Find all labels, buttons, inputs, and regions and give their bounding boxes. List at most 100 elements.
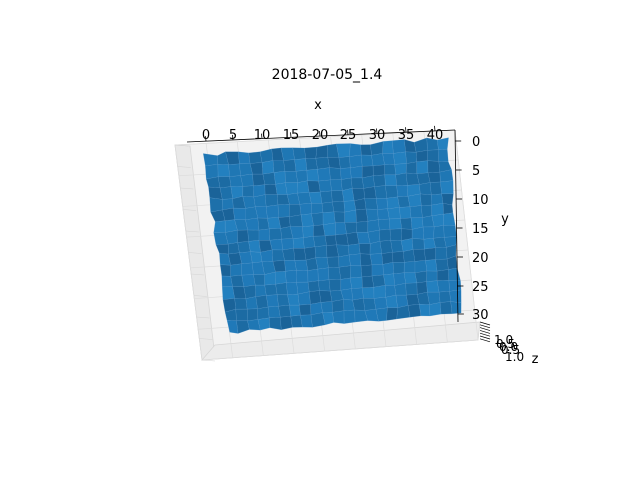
x-tick-mark	[434, 125, 436, 131]
surface-facet	[319, 290, 333, 303]
surface-facet	[260, 249, 274, 262]
surface-facet	[343, 309, 356, 324]
pane-grid-line	[193, 295, 207, 297]
x-tick-label: 10	[254, 128, 271, 143]
pane-grid-line	[199, 338, 213, 340]
surface-facet	[439, 301, 453, 315]
surface-facet	[233, 207, 246, 220]
surface-facet	[384, 174, 397, 186]
x-tick-mark	[261, 133, 263, 139]
surface-facet	[379, 229, 391, 242]
surface-facet	[360, 264, 373, 278]
surface-facet	[422, 226, 435, 240]
surface-facet	[386, 307, 398, 321]
surface-facet	[253, 194, 267, 207]
surface-facet	[331, 190, 345, 203]
surface-facet	[328, 267, 342, 280]
surface-facet	[350, 276, 363, 289]
y-tick-label: 5	[472, 164, 480, 179]
surface-facet	[409, 205, 423, 219]
surface-facet	[403, 272, 418, 284]
surface-facet	[385, 185, 398, 199]
surface-facet	[284, 260, 297, 272]
y-tick-label: 15	[472, 222, 489, 237]
surface-facet	[435, 258, 449, 272]
surface-facet	[261, 160, 275, 175]
surface-facet	[299, 304, 312, 316]
surface-facet	[379, 240, 393, 254]
surface-facet	[414, 270, 428, 284]
surface-facet	[440, 180, 454, 195]
surface-facet	[344, 209, 357, 223]
pane-grid-line	[188, 252, 202, 254]
surface-facet	[332, 310, 345, 324]
surface-facet	[292, 147, 306, 160]
surface-facet	[242, 185, 254, 198]
surface-facet	[320, 190, 333, 204]
pane-grid-line	[191, 273, 205, 276]
surface-facet	[247, 229, 260, 242]
surface-facet	[282, 248, 295, 261]
surface-facet	[387, 207, 401, 220]
surface-facet	[294, 158, 308, 172]
surface-facet	[361, 175, 375, 189]
surface-facet	[385, 294, 398, 308]
surface-facet	[340, 167, 352, 180]
surface-facet	[322, 211, 336, 226]
surface-facet	[243, 284, 256, 299]
x-axis-line	[186, 129, 456, 143]
surface-facet	[405, 282, 418, 296]
x-tick-mark	[376, 128, 378, 134]
surface-facet	[217, 164, 230, 177]
x-tick-mark	[290, 132, 292, 138]
surface-facet	[275, 282, 288, 296]
surface-facet	[273, 171, 286, 185]
surface-facet	[427, 149, 439, 162]
surface-facet	[405, 161, 418, 174]
pane-grid-line	[174, 144, 189, 147]
surface-facet	[245, 296, 258, 310]
surface-facet	[302, 225, 314, 239]
surface-facet	[283, 159, 297, 172]
surface-facet	[393, 151, 407, 165]
surface-facet	[373, 285, 386, 299]
surface-facet	[299, 203, 312, 215]
surface-facet	[450, 301, 462, 314]
surface-facet	[363, 298, 377, 311]
surface-facet	[286, 282, 299, 296]
surface-facet	[320, 301, 333, 313]
surface-facet	[350, 166, 363, 179]
surface-facet	[272, 160, 286, 173]
surface-facet	[373, 297, 388, 310]
z-tick-mark	[479, 338, 491, 343]
surface-facet	[241, 262, 254, 276]
surface-facet	[377, 208, 390, 220]
surface-facet	[407, 193, 422, 207]
surface-facet	[348, 243, 361, 256]
surface-facet	[307, 180, 321, 193]
surface-facet	[266, 204, 279, 219]
surface-facet	[308, 191, 323, 204]
z-tick-label: 1.0	[494, 333, 513, 347]
surface-facet	[314, 245, 328, 258]
surface-facet	[438, 148, 449, 162]
surface-facet	[219, 186, 233, 200]
surface-facet	[305, 158, 318, 171]
surface-facet	[275, 271, 287, 285]
x-tick-mark	[232, 134, 234, 140]
surface-facet	[382, 153, 395, 165]
surface-facet	[383, 273, 395, 286]
surface-facet	[350, 265, 363, 279]
surface-facet	[257, 306, 270, 320]
surface-facet	[269, 228, 282, 241]
x-tick-mark	[205, 136, 207, 142]
surface-facet	[382, 262, 394, 276]
surface-facet	[313, 235, 327, 247]
surface-facet	[255, 284, 267, 297]
surface-facet	[205, 176, 221, 189]
surface-facet	[303, 235, 316, 249]
z-tick-label: 0.5	[501, 343, 520, 357]
y-axis-label: y	[501, 212, 509, 227]
surface-facet	[449, 289, 462, 303]
